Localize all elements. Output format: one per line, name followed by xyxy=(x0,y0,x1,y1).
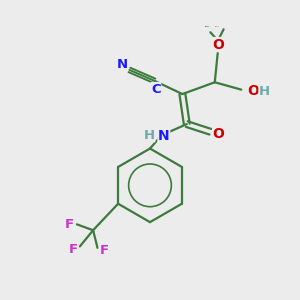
Text: methyl: methyl xyxy=(215,26,220,27)
Text: F: F xyxy=(65,218,74,231)
Text: O: O xyxy=(212,38,224,52)
Text: N: N xyxy=(158,129,170,143)
Text: N: N xyxy=(116,58,128,71)
Text: O: O xyxy=(247,84,259,98)
Text: H: H xyxy=(144,129,155,142)
Text: F: F xyxy=(99,244,109,257)
Text: C: C xyxy=(151,82,161,95)
Text: methoxy: methoxy xyxy=(197,21,203,22)
Text: methyl: methyl xyxy=(205,26,210,27)
Text: F: F xyxy=(69,243,78,256)
Text: O: O xyxy=(213,127,224,141)
Text: H: H xyxy=(259,85,270,98)
